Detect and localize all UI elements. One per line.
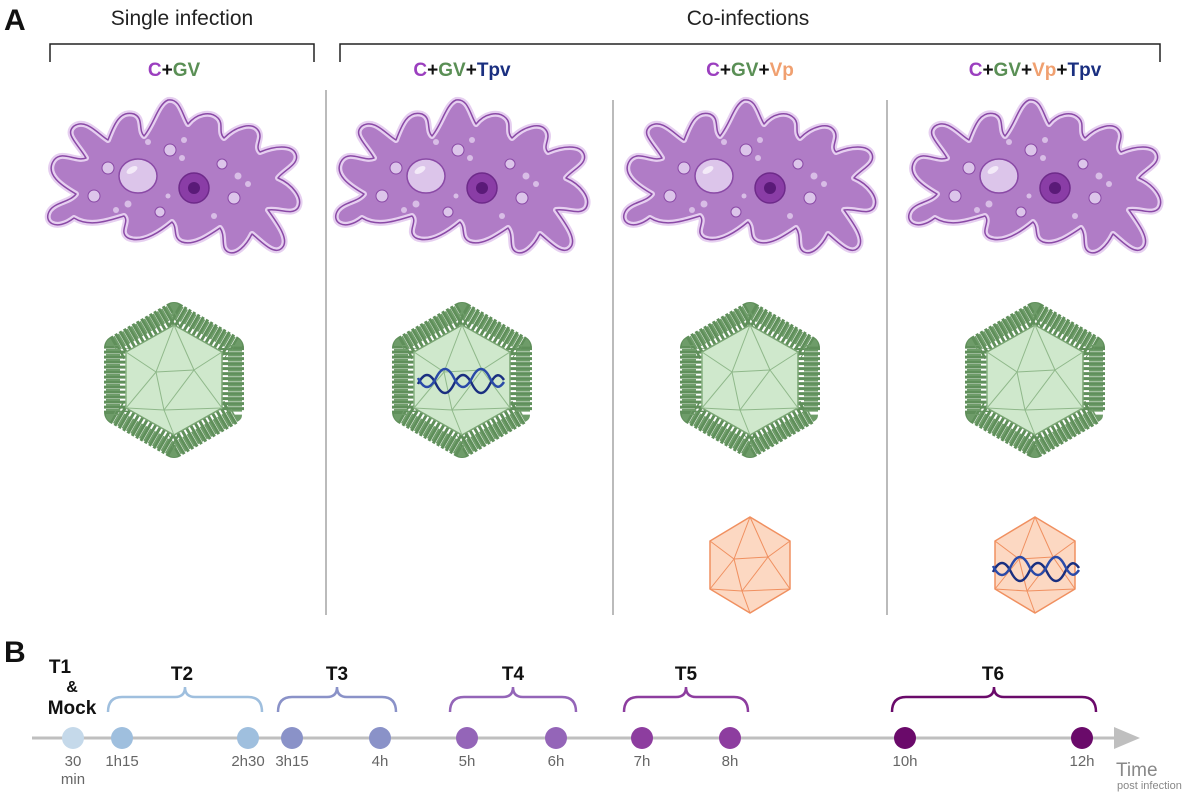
timepoint-label: 2h30 xyxy=(231,753,264,770)
combo-part: Vp xyxy=(1032,60,1056,81)
combo-label: C+GV+Vp+Tpv xyxy=(969,60,1102,81)
timepoint-dot xyxy=(62,727,84,749)
timepoint-dot xyxy=(631,727,653,749)
timepoint-dot xyxy=(719,727,741,749)
time-axis-arrow-icon xyxy=(1114,727,1140,749)
timepoint-dot xyxy=(456,727,478,749)
combo-part: GV xyxy=(438,60,466,81)
group-label: T5 xyxy=(675,664,698,685)
combo-part: + xyxy=(982,60,993,81)
combo-part: + xyxy=(162,60,173,81)
virophage-icon xyxy=(709,516,791,614)
single-infection-bracket xyxy=(49,43,315,62)
combo-label: C+GV+Tpv xyxy=(413,60,511,81)
group-bracket xyxy=(890,686,1098,713)
group-label: T6 xyxy=(982,664,1004,685)
timepoint-dot xyxy=(1071,727,1093,749)
ampersand-label: & xyxy=(66,679,78,696)
combo-part: C xyxy=(969,60,983,81)
combo-part: GV xyxy=(173,60,201,81)
timepoint-dot xyxy=(281,727,303,749)
combo-label: C+GV+Vp xyxy=(706,60,794,81)
combo-part: GV xyxy=(731,60,759,81)
timepoint-dot xyxy=(111,727,133,749)
group-bracket xyxy=(106,686,264,713)
combo-part: Tpv xyxy=(477,60,511,81)
giant-virus-icon xyxy=(113,310,235,450)
panel-a-letter: A xyxy=(4,4,26,37)
time-axis-label: Time xyxy=(1116,760,1158,781)
timepoint-dot xyxy=(369,727,391,749)
time-axis-sublabel: post infection xyxy=(1117,780,1182,792)
combo-part: C xyxy=(706,60,720,81)
timepoint-label: 4h xyxy=(372,753,389,770)
combo-part: C xyxy=(148,60,162,81)
amoeba-cell xyxy=(909,100,1161,253)
combo-part: Vp xyxy=(770,60,794,81)
group-label: T4 xyxy=(502,664,525,685)
mock-label: Mock xyxy=(48,698,97,719)
timepoint-label-line2: min xyxy=(61,771,85,788)
timepoint-label: 12h xyxy=(1069,753,1094,770)
amoeba-cell xyxy=(336,100,588,253)
combo-part: + xyxy=(1021,60,1032,81)
giant-virus-icon xyxy=(974,310,1096,450)
group-bracket xyxy=(622,686,750,713)
combo-part: C xyxy=(413,60,427,81)
timepoint-label: 1h15 xyxy=(105,753,138,770)
combo-part: + xyxy=(1056,60,1067,81)
timepoint-label: 8h xyxy=(722,753,739,770)
single-infection-title: Single infection xyxy=(111,7,253,30)
timepoint-label: 3h15 xyxy=(275,753,308,770)
timepoint-label: 10h xyxy=(892,753,917,770)
combo-label: C+GV xyxy=(148,60,201,81)
group-bracket xyxy=(448,686,578,713)
co-infections-bracket xyxy=(339,43,1161,62)
combo-part: + xyxy=(466,60,477,81)
timepoint-dot xyxy=(545,727,567,749)
combo-part: + xyxy=(758,60,769,81)
combo-part: + xyxy=(720,60,731,81)
timepoint-label: 30 xyxy=(65,753,82,770)
timepoint-label: 6h xyxy=(548,753,565,770)
timepoint-label: 5h xyxy=(459,753,476,770)
combo-part: GV xyxy=(994,60,1022,81)
panel-b-letter: B xyxy=(4,636,26,669)
amoeba-cell xyxy=(48,100,300,253)
combo-part: Tpv xyxy=(1068,60,1102,81)
group-label: T3 xyxy=(326,664,348,685)
combo-part: + xyxy=(427,60,438,81)
giant-virus-icon xyxy=(689,310,811,450)
group-bracket xyxy=(276,686,398,713)
timepoint-label: 7h xyxy=(634,753,651,770)
co-infections-title: Co-infections xyxy=(687,7,810,30)
timepoint-dot xyxy=(237,727,259,749)
timepoint-dot xyxy=(894,727,916,749)
amoeba-cell xyxy=(624,100,876,253)
group-label: T2 xyxy=(171,664,193,685)
group-label-t1: T1 xyxy=(49,657,72,678)
